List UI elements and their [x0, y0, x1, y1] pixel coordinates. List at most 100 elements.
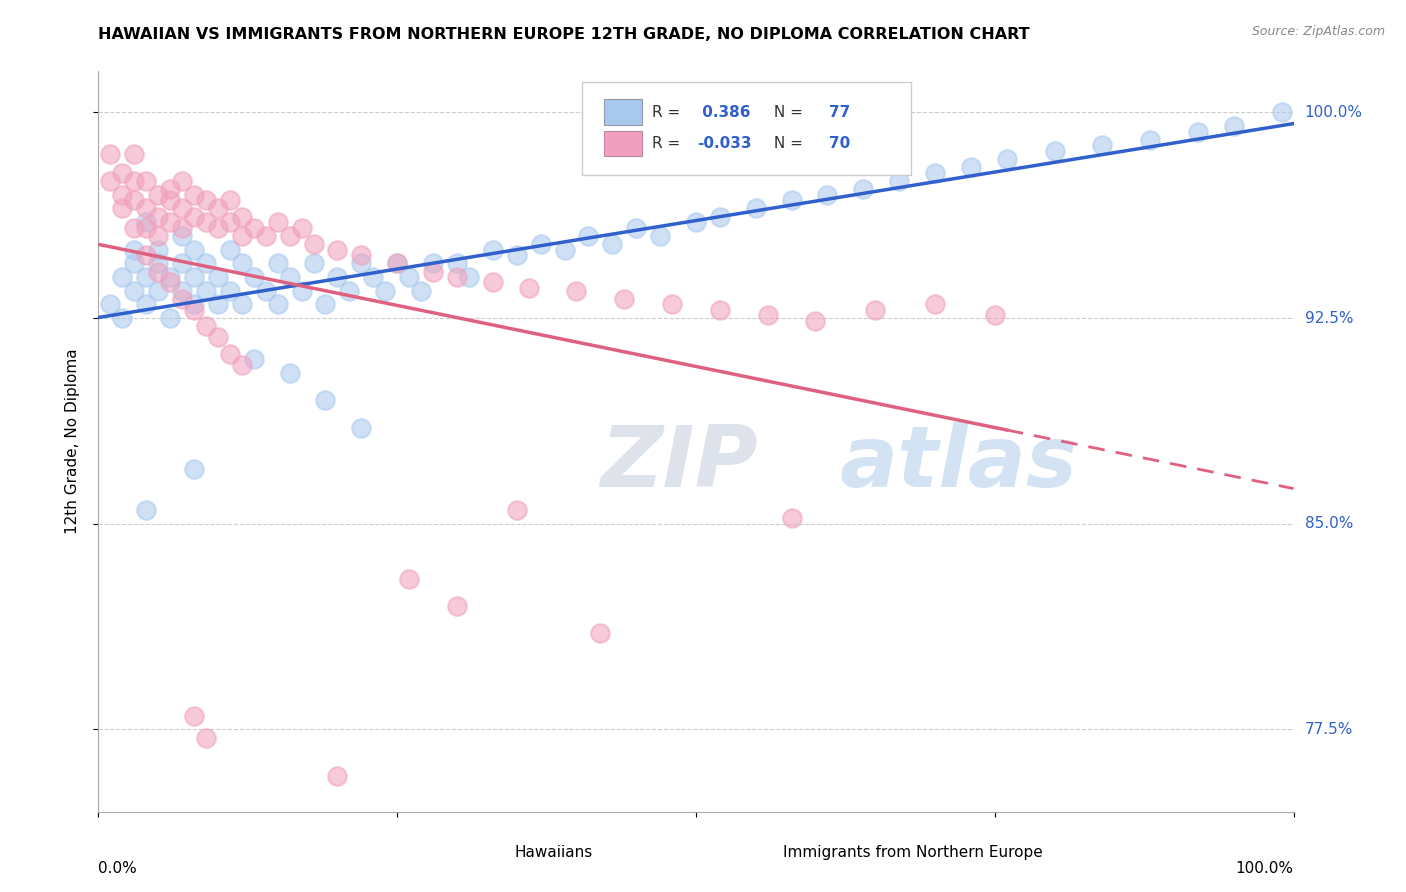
Point: [243, 352, 266, 367]
Point: [124, 284, 146, 298]
Point: [231, 256, 253, 270]
Text: 100.0%: 100.0%: [1236, 861, 1294, 876]
Point: [446, 599, 468, 613]
Point: [804, 314, 827, 328]
Point: [278, 270, 301, 285]
Point: [195, 731, 218, 745]
Point: [148, 264, 170, 278]
Point: [98, 146, 122, 161]
Point: [219, 193, 242, 207]
Point: [183, 297, 205, 311]
Point: [602, 237, 624, 252]
FancyBboxPatch shape: [467, 840, 505, 864]
Point: [385, 256, 409, 270]
Point: [207, 220, 229, 235]
Point: [135, 174, 157, 188]
Point: [1139, 133, 1161, 147]
Point: [780, 193, 803, 207]
Text: N =: N =: [769, 104, 807, 120]
Point: [458, 270, 481, 285]
Point: [889, 174, 911, 188]
Point: [124, 174, 146, 188]
Point: [148, 243, 170, 257]
Point: [207, 270, 229, 285]
Point: [446, 270, 468, 285]
FancyBboxPatch shape: [605, 130, 643, 156]
Point: [172, 202, 194, 216]
Point: [98, 174, 122, 188]
Point: [183, 243, 205, 257]
Text: Hawaiians: Hawaiians: [515, 845, 592, 860]
Point: [172, 228, 194, 243]
Point: [135, 202, 157, 216]
Point: [124, 220, 146, 235]
Point: [135, 270, 157, 285]
Text: 85.0%: 85.0%: [1305, 516, 1353, 532]
Point: [302, 237, 325, 252]
Point: [530, 237, 553, 252]
Point: [231, 210, 253, 224]
Point: [183, 270, 205, 285]
Text: Source: ZipAtlas.com: Source: ZipAtlas.com: [1251, 25, 1385, 38]
Point: [111, 270, 134, 285]
Point: [554, 243, 576, 257]
Point: [709, 302, 731, 317]
Point: [195, 284, 218, 298]
Point: [326, 243, 349, 257]
Text: ZIP: ZIP: [600, 422, 758, 505]
Point: [446, 256, 468, 270]
Point: [135, 297, 157, 311]
Point: [159, 311, 181, 326]
Text: N =: N =: [769, 136, 807, 151]
Point: [124, 193, 146, 207]
Point: [924, 297, 946, 311]
Point: [231, 358, 253, 372]
Point: [207, 297, 229, 311]
Point: [111, 202, 134, 216]
Text: 77: 77: [828, 104, 849, 120]
Point: [98, 297, 122, 311]
Point: [374, 284, 396, 298]
Point: [661, 297, 683, 311]
Point: [481, 276, 505, 290]
Text: R =: R =: [652, 136, 685, 151]
Y-axis label: 12th Grade, No Diploma: 12th Grade, No Diploma: [65, 349, 80, 534]
Text: -0.033: -0.033: [697, 136, 752, 151]
Point: [315, 297, 337, 311]
Text: 0.386: 0.386: [697, 104, 751, 120]
Point: [135, 248, 157, 262]
Point: [363, 270, 385, 285]
Point: [422, 264, 444, 278]
Point: [183, 302, 205, 317]
Point: [148, 210, 170, 224]
Point: [267, 215, 290, 229]
Point: [254, 228, 277, 243]
Point: [231, 228, 253, 243]
Point: [685, 215, 707, 229]
Point: [124, 243, 146, 257]
Point: [254, 284, 277, 298]
Text: 100.0%: 100.0%: [1305, 105, 1362, 120]
Point: [326, 769, 349, 783]
Point: [267, 297, 290, 311]
Point: [613, 292, 636, 306]
Point: [506, 503, 529, 517]
Point: [852, 182, 875, 196]
Text: 0.0%: 0.0%: [98, 861, 138, 876]
Point: [398, 572, 420, 586]
Point: [278, 366, 301, 380]
Point: [172, 220, 194, 235]
Point: [207, 330, 229, 344]
Point: [172, 256, 194, 270]
Point: [148, 228, 170, 243]
Point: [219, 347, 242, 361]
Point: [195, 215, 218, 229]
FancyBboxPatch shape: [582, 82, 911, 175]
Point: [302, 256, 325, 270]
Point: [231, 297, 253, 311]
Point: [267, 256, 290, 270]
Point: [422, 256, 444, 270]
Point: [995, 152, 1018, 166]
Point: [124, 256, 146, 270]
Point: [135, 503, 157, 517]
